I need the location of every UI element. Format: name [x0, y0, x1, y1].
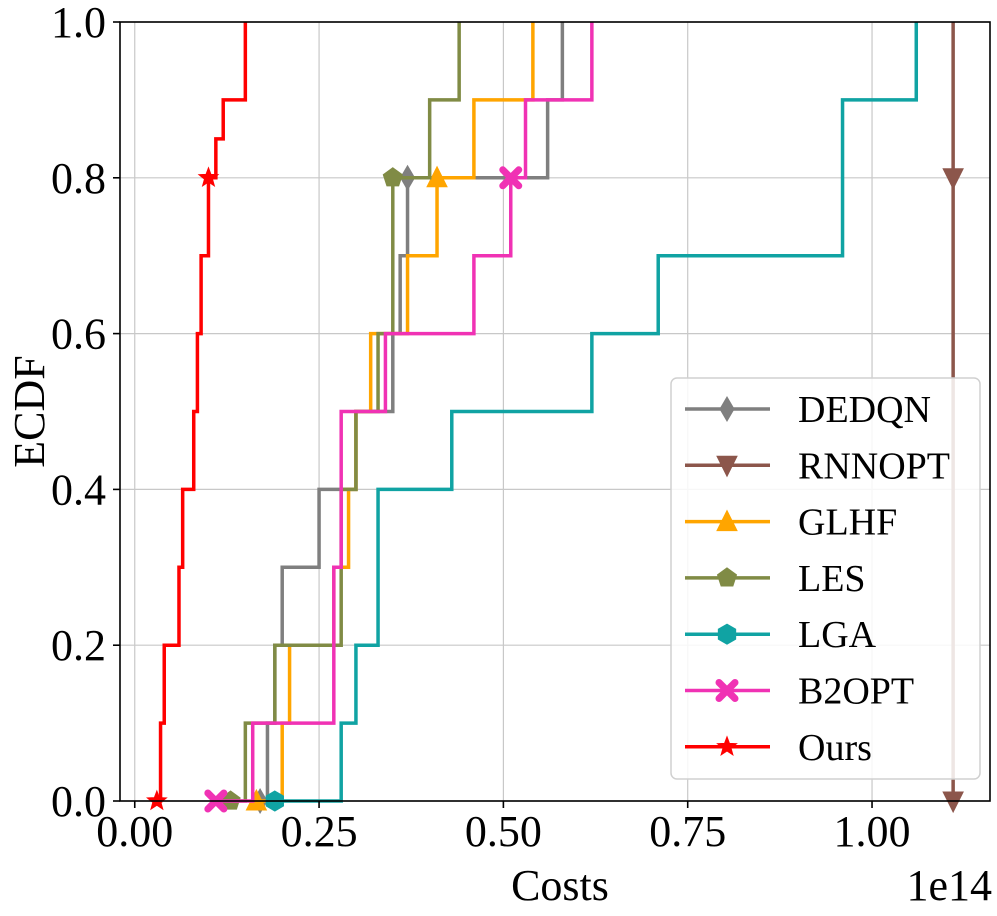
y-tick-label: 0.2	[51, 621, 106, 670]
legend-label: DEDQN	[798, 389, 931, 431]
legend: DEDQN RNNOPT GLHF LES LGA B2OPT Ours	[670, 377, 981, 780]
legend-label: Ours	[798, 727, 872, 769]
legend-box	[670, 377, 981, 780]
data-marker	[942, 791, 964, 814]
x-axis-label: Costs	[511, 861, 609, 910]
ecdf-line	[274, 22, 919, 803]
data-marker	[499, 166, 523, 190]
legend-marker	[715, 679, 739, 702]
data-marker	[145, 789, 168, 811]
legend-label: LGA	[798, 614, 877, 656]
y-tick-label: 0.0	[51, 777, 106, 826]
data-marker	[197, 166, 220, 188]
legend-item-dedqn: DEDQN	[685, 389, 931, 431]
legend-label: LES	[798, 558, 866, 600]
series-b2opt	[204, 22, 594, 813]
tick-layer: 0.00 0.25 0.50 0.75 1.00 0.0 0.2 0.4 0.6 0.8 1.0	[51, 0, 911, 856]
series-dedqn	[252, 22, 565, 814]
axes-frame	[119, 21, 991, 802]
y-tick-label: 1.0	[51, 0, 106, 47]
legend-item-glhf: GLHF	[685, 502, 897, 544]
data-marker	[942, 168, 964, 190]
legend-item-b2opt: B2OPT	[685, 671, 914, 713]
legend-marker	[719, 396, 735, 422]
y-tick-label: 0.8	[51, 154, 106, 203]
series-glhf	[245, 22, 535, 811]
legend-marker	[716, 509, 738, 532]
legend-marker	[716, 735, 738, 757]
data-marker	[426, 165, 448, 188]
legend-marker	[717, 623, 737, 645]
legend-marker	[716, 567, 738, 587]
y-axis-label: ECDF	[5, 355, 54, 467]
legend-item-lga: LGA	[685, 614, 877, 656]
legend-marker	[716, 455, 738, 478]
ecdf-line	[215, 22, 594, 803]
y-tick-label: 0.4	[51, 465, 106, 514]
data-marker	[382, 167, 403, 187]
legend-label: B2OPT	[798, 671, 914, 713]
x-tick-label: 0.50	[465, 807, 542, 856]
legend-item-ours: Ours	[685, 727, 872, 769]
y-tick-label: 0.6	[51, 310, 106, 359]
axis-labels: Costs ECDF 1e14	[5, 355, 992, 910]
legend-label: RNNOPT	[798, 445, 950, 487]
x-tick-label: 1.00	[834, 807, 911, 856]
ecdf-line	[156, 22, 248, 803]
series-ours	[145, 22, 248, 811]
legend-item-rnnopt: RNNOPT	[685, 445, 950, 487]
legend-item-les: LES	[685, 558, 866, 600]
legend-label: GLHF	[798, 502, 897, 544]
x-tick-label: 0.25	[281, 807, 358, 856]
x-tick-label: 0.75	[649, 807, 726, 856]
x-offset-label: 1e14	[906, 861, 992, 910]
x-tick-label: 0.00	[96, 807, 173, 856]
